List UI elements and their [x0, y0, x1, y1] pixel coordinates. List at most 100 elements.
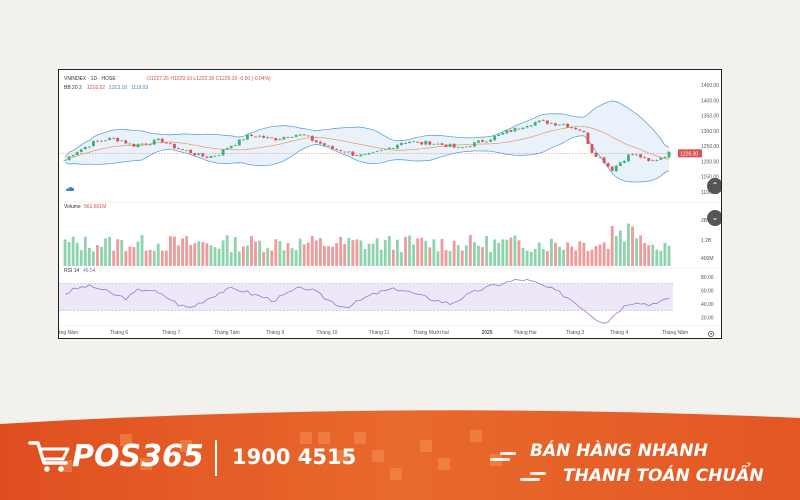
- volume-bar: [509, 237, 513, 266]
- candle: [497, 134, 501, 136]
- volume-bar: [667, 245, 671, 266]
- bb-lower-value: 1119.93: [131, 85, 149, 91]
- volume-bar: [294, 250, 298, 266]
- scroll-down-button[interactable]: ⌄: [707, 210, 721, 226]
- candle: [87, 146, 91, 148]
- volume-bar: [452, 240, 456, 266]
- volume-bar: [229, 252, 233, 266]
- volume-bar: [513, 235, 517, 266]
- candle: [262, 135, 266, 138]
- candle: [250, 134, 253, 137]
- volume-bar: [481, 247, 484, 266]
- volume-bar: [395, 239, 399, 266]
- candle: [554, 123, 557, 126]
- candle: [327, 145, 330, 147]
- symbol-label: VNINDEX · 1D · HOSE: [64, 76, 116, 82]
- volume-bar: [610, 225, 614, 266]
- candle: [193, 153, 197, 156]
- volume-bar: [144, 250, 148, 266]
- candle: [493, 136, 497, 141]
- volume-bar: [217, 248, 221, 266]
- volume-bar: [375, 238, 379, 266]
- footer-pattern: [0, 410, 800, 500]
- bb-basis-value: 1216.52: [87, 85, 106, 91]
- candle: [420, 142, 424, 145]
- candle: [185, 150, 189, 151]
- scroll-up-button[interactable]: ⌃: [707, 178, 721, 194]
- volume-bar: [594, 246, 598, 266]
- volume-bar: [286, 243, 290, 266]
- candle: [424, 140, 428, 145]
- candle: [323, 143, 326, 146]
- volume-axis-tick-label: 2B: [701, 218, 708, 224]
- volume-bar: [343, 243, 347, 266]
- cloud-icon: [65, 186, 75, 192]
- candle: [416, 141, 420, 143]
- volume-bar: [566, 242, 570, 266]
- price-axis-tick-label: 1350.00: [701, 114, 719, 120]
- candle: [343, 151, 347, 153]
- volume-bar: [424, 240, 428, 266]
- candle: [164, 142, 168, 144]
- candle: [371, 152, 375, 154]
- candle: [477, 140, 480, 143]
- volume-bar: [537, 242, 541, 266]
- candle: [173, 144, 176, 149]
- volume-bar: [193, 243, 197, 266]
- volume-bar: [67, 242, 71, 266]
- time-axis-tick-label: Tháng Tám: [214, 330, 239, 336]
- candle: [290, 137, 294, 138]
- candle: [521, 127, 525, 130]
- volume-bar: [164, 250, 168, 266]
- volume-bar: [432, 239, 436, 266]
- volume-bar: [197, 241, 201, 266]
- candle: [104, 140, 107, 142]
- volume-bar: [448, 251, 452, 266]
- volume-bar: [339, 236, 343, 266]
- candle: [132, 143, 136, 147]
- candle: [298, 134, 302, 136]
- candle: [566, 123, 570, 128]
- volume-bar: [477, 245, 480, 266]
- volume-bar: [562, 249, 566, 266]
- time-axis-tick-label: Tháng 7: [162, 330, 181, 336]
- candle: [168, 143, 172, 145]
- volume-bar: [501, 239, 505, 266]
- candle: [246, 134, 249, 140]
- volume-bar: [124, 251, 128, 266]
- settings-icon[interactable]: [707, 330, 715, 338]
- volume-bar: [112, 250, 116, 266]
- volume-bar: [173, 236, 176, 266]
- candle: [282, 136, 286, 140]
- volume-bar: [100, 246, 103, 266]
- pos365-logo: POS365: [28, 436, 204, 476]
- volume-bar: [647, 245, 651, 266]
- time-axis-tick-label: 2025: [481, 330, 492, 336]
- volume-bar: [266, 248, 270, 266]
- candle: [485, 141, 488, 143]
- volume-bar: [120, 239, 124, 266]
- bollinger-lower-line: [64, 135, 670, 183]
- volume-bar: [306, 242, 310, 266]
- volume-bar: [505, 239, 509, 266]
- candle: [367, 153, 371, 155]
- candle: [221, 149, 225, 156]
- candle: [310, 135, 314, 141]
- candle: [472, 142, 476, 147]
- volume-bar: [456, 245, 460, 266]
- volume-bar: [586, 251, 590, 266]
- volume-bar: [136, 241, 140, 266]
- volume-bar: [444, 250, 448, 266]
- volume-bar: [156, 243, 160, 266]
- volume-bar: [440, 238, 444, 266]
- candle: [395, 144, 399, 149]
- candle: [160, 138, 164, 143]
- candle: [79, 149, 83, 153]
- slogan-line-1: BÁN HÀNG NHANH: [530, 441, 708, 461]
- bb-upper-value: 1313.10: [109, 85, 128, 91]
- candle: [464, 146, 468, 148]
- candle: [448, 143, 452, 147]
- volume-bar: [91, 251, 95, 266]
- candle: [100, 140, 103, 142]
- candle: [136, 144, 140, 148]
